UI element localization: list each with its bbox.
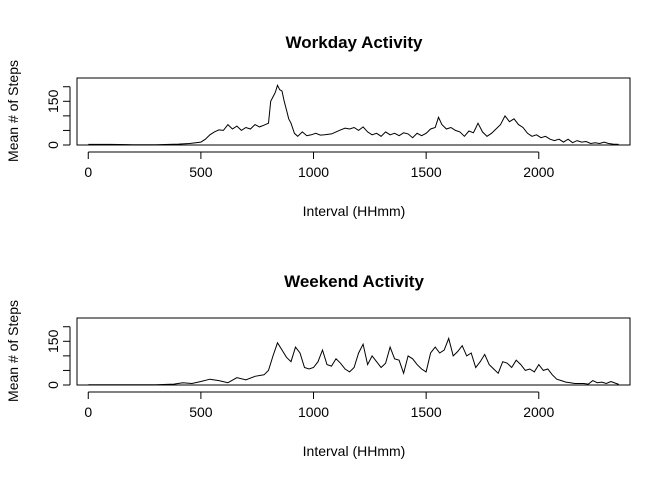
- weekend-marks: 0 500 1000 1500 2000 0 150: [45, 326, 619, 420]
- chart-title: Workday Activity: [286, 33, 424, 52]
- series-line: [88, 336, 619, 386]
- y-tick-label: 150: [45, 89, 61, 113]
- x-tick-label: 0: [84, 164, 92, 180]
- x-tick-label: 2000: [523, 164, 554, 180]
- plot-frame: [76, 317, 631, 386]
- x-tick-label: 1000: [298, 164, 329, 180]
- y-tick-label: 0: [45, 141, 61, 149]
- x-tick-label: 1500: [411, 404, 442, 420]
- x-tick-label: 0: [84, 404, 92, 420]
- x-axis-label: Interval (HHmm): [303, 203, 406, 219]
- x-tick-label: 1500: [411, 164, 442, 180]
- x-axis-label: Interval (HHmm): [303, 443, 406, 459]
- y-tick-label: 150: [45, 329, 61, 353]
- x-tick-label: 500: [189, 404, 213, 420]
- x-tick-label: 2000: [523, 404, 554, 420]
- y-tick-label: 0: [45, 381, 61, 389]
- workday-panel: Workday Activity Interval (HHmm) Mean # …: [5, 33, 631, 219]
- x-tick-label: 1000: [298, 404, 329, 420]
- weekend-panel: Weekend Activity Interval (HHmm) Mean # …: [5, 272, 631, 459]
- series-line: [88, 83, 619, 146]
- y-axis-label: Mean # of Steps: [5, 300, 21, 402]
- x-tick-label: 500: [189, 164, 213, 180]
- chart-title: Weekend Activity: [284, 272, 424, 291]
- workday-marks: 0 500 1000 1500 2000 0 150: [45, 83, 619, 180]
- y-axis-label: Mean # of Steps: [5, 60, 21, 162]
- plot-frame: [76, 77, 631, 146]
